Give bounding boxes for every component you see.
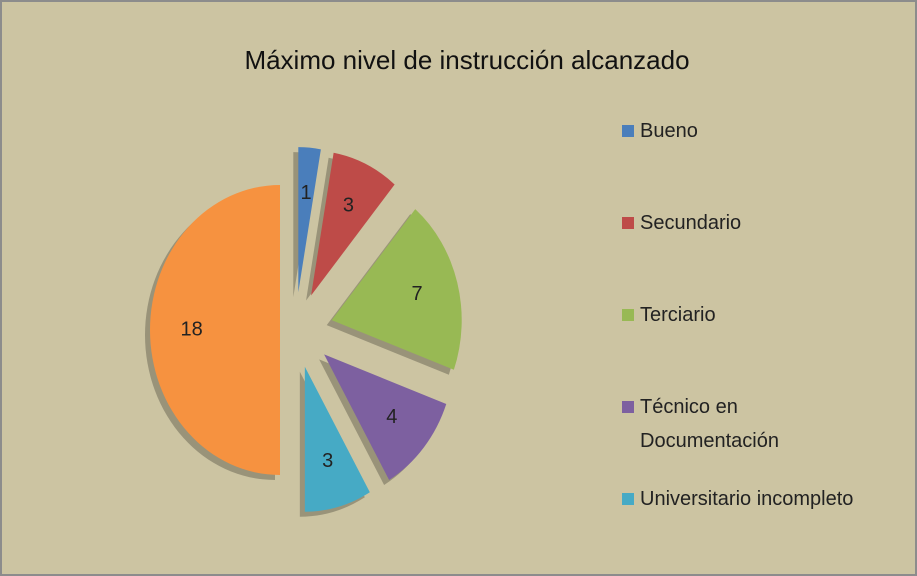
legend-label: Terciario	[640, 304, 716, 326]
legend-swatch	[622, 401, 634, 413]
legend-item: Bueno	[622, 114, 910, 148]
legend-swatch	[622, 309, 634, 321]
legend-item: Terciario	[622, 298, 910, 332]
slice	[311, 152, 395, 296]
legend-item: Secundario	[622, 206, 910, 240]
legend-item: Universitario incompleto	[622, 482, 910, 516]
legend-label: Secundario	[640, 212, 742, 234]
slice	[304, 366, 370, 512]
legend-item: Técnico en Documentación	[622, 390, 830, 458]
slice	[331, 209, 462, 370]
slice	[324, 354, 447, 480]
legend-label: Bueno	[640, 120, 698, 142]
legend-label: Universitario incompleto	[640, 488, 854, 510]
legend-label: Técnico en Documentación	[640, 396, 779, 452]
data-label: 3	[343, 194, 354, 216]
legend-swatch	[622, 217, 634, 229]
chart-title: Máximo nivel de instrucción alcanzado	[244, 45, 689, 75]
data-label: 7	[412, 283, 423, 305]
slice	[150, 185, 280, 475]
data-label: 4	[386, 406, 397, 428]
legend-swatch	[622, 493, 634, 505]
data-label: 18	[180, 318, 202, 340]
slice	[298, 147, 321, 293]
data-label: 1	[300, 182, 311, 204]
data-label: 3	[322, 450, 333, 472]
legend-swatch	[622, 125, 634, 137]
